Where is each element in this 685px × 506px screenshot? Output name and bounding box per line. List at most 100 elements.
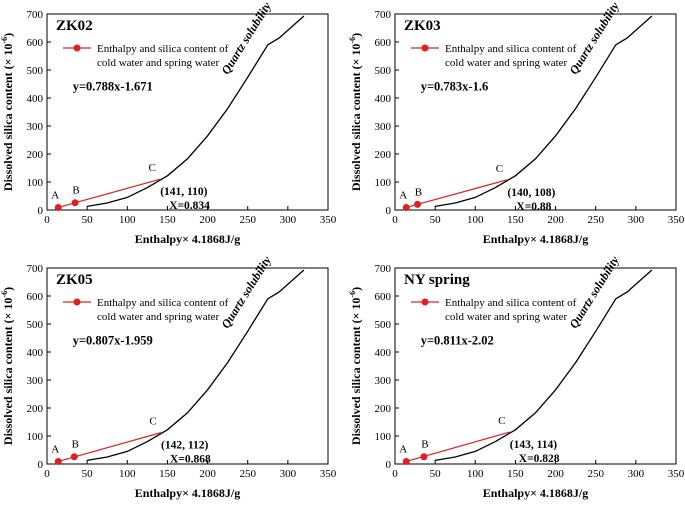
x-tick-label: 350 <box>668 468 685 480</box>
y-tick-label: 0 <box>386 459 392 471</box>
mixing-ratio-label: X=0.88 <box>516 201 551 213</box>
x-tick-label: 250 <box>587 214 604 226</box>
y-tick-label: 100 <box>27 177 44 189</box>
chart-panel-1: 0 50 100 150 200 250 300 350 0 100 200 300 400 500 600… <box>0 0 337 246</box>
x-tick-label: 300 <box>628 468 645 480</box>
y-tick-label: 300 <box>27 375 44 387</box>
x-tick-label: 100 <box>467 468 484 480</box>
x-tick-label: 250 <box>587 468 604 480</box>
x-axis-label: Enthalpy× 4.1868J/g <box>483 486 589 500</box>
legend-label-line1: Enthalpy and silica content of <box>445 43 577 55</box>
quartz-solubility-label: Quartz solubility <box>218 0 274 77</box>
mixing-ratio-label: X=0.834 <box>169 200 210 212</box>
x-tick-label: 0 <box>392 214 398 226</box>
quartz-solubility-label: Quartz solubility <box>566 253 622 331</box>
y-tick-label: 700 <box>375 9 392 21</box>
legend-label-line2: cold water and spring water <box>445 311 568 323</box>
point-label-c: C <box>149 416 156 428</box>
x-tick-label: 150 <box>159 214 176 226</box>
y-axis-label-end: ) <box>1 287 15 291</box>
y-tick-label: 100 <box>375 431 392 443</box>
x-tick-label: 200 <box>199 468 216 480</box>
x-tick-label: 50 <box>430 214 442 226</box>
y-tick-label: 500 <box>375 65 392 77</box>
x-tick-label: 150 <box>507 468 524 480</box>
legend-marker <box>421 44 429 52</box>
y-axis-label-main: Dissolved silica content (× 10 <box>1 298 15 446</box>
point-label-b: B <box>415 186 422 198</box>
point-label-a: A <box>399 443 407 455</box>
point-label-b: B <box>421 439 428 451</box>
mixing-line <box>406 179 508 209</box>
y-tick-label: 700 <box>27 263 44 275</box>
quartz-solubility-label: Quartz solubility <box>218 253 274 331</box>
y-axis-label-end: ) <box>349 33 363 37</box>
y-tick-label: 200 <box>27 403 44 415</box>
chart-panel-3: 0 50 100 150 200 250 300 350 0 100 200 300 400 500 600… <box>0 253 337 500</box>
panel-title: ZK02 <box>56 18 93 34</box>
intersection-label: (141, 110) <box>160 186 207 198</box>
mixing-point-b <box>71 199 79 207</box>
legend-marker <box>421 298 429 306</box>
x-tick-label: 100 <box>119 468 136 480</box>
mixing-point-a <box>402 457 410 465</box>
y-axis-label-exponent: -6 <box>348 291 357 298</box>
y-tick-label: 300 <box>375 121 392 133</box>
y-axis-label-exponent: -6 <box>0 37 9 44</box>
x-tick-label: 350 <box>320 468 337 480</box>
x-tick-label: 50 <box>82 214 94 226</box>
y-axis-label-end: ) <box>1 33 15 37</box>
mixing-point-a <box>54 203 62 211</box>
regression-equation: y=0.788x-1.671 <box>73 79 153 93</box>
y-axis-label: Dissolved silica content (× 10-6) <box>0 33 15 191</box>
quartz-solubility-curve <box>86 269 305 462</box>
panel-title: NY spring <box>404 272 470 288</box>
x-tick-label: 300 <box>280 468 297 480</box>
x-tick-label: 300 <box>628 214 645 226</box>
y-axis-label-main: Dissolved silica content (× 10 <box>1 44 15 192</box>
legend-marker <box>73 44 81 52</box>
y-tick-label: 400 <box>375 347 392 359</box>
plot-frame <box>46 13 329 211</box>
y-tick-label: 400 <box>27 347 44 359</box>
mixing-ratio-label: X=0.828 <box>519 453 560 465</box>
y-axis-label-end: ) <box>349 287 363 291</box>
x-axis-label: Enthalpy× 4.1868J/g <box>135 486 241 500</box>
legend-label-line2: cold water and spring water <box>97 57 220 69</box>
x-axis-label: Enthalpy× 4.1868J/g <box>135 232 241 246</box>
point-label-a: A <box>51 189 59 201</box>
regression-equation: y=0.783x-1.6 <box>421 79 489 93</box>
plot-frame <box>394 13 677 211</box>
x-tick-label: 200 <box>547 214 564 226</box>
x-tick-label: 100 <box>119 214 136 226</box>
x-axis-label: Enthalpy× 4.1868J/g <box>483 232 589 246</box>
legend-marker <box>73 298 81 306</box>
quartz-solubility-curve <box>434 15 653 208</box>
y-tick-label: 500 <box>27 65 44 77</box>
y-tick-label: 600 <box>27 37 44 49</box>
intersection-label: (143, 114) <box>510 439 557 451</box>
legend-label-line2: cold water and spring water <box>445 57 568 69</box>
intersection-label: (140, 108) <box>507 187 555 199</box>
point-label-c: C <box>496 163 503 175</box>
panel-title: ZK05 <box>56 272 93 288</box>
x-tick-label: 200 <box>199 214 216 226</box>
y-tick-label: 300 <box>27 121 44 133</box>
y-tick-label: 600 <box>375 37 392 49</box>
mixing-point-b <box>70 453 78 461</box>
quartz-solubility-label: Quartz solubility <box>566 0 622 77</box>
y-axis-label-exponent: -6 <box>348 37 357 44</box>
y-axis-label-main: Dissolved silica content (× 10 <box>349 44 363 192</box>
point-label-a: A <box>399 189 407 201</box>
y-tick-label: 200 <box>375 403 392 415</box>
y-tick-label: 500 <box>375 319 392 331</box>
plot-frame <box>46 267 329 465</box>
legend-label-line2: cold water and spring water <box>97 311 220 323</box>
y-axis-label-exponent: -6 <box>0 291 9 298</box>
x-tick-label: 150 <box>507 214 524 226</box>
y-tick-label: 0 <box>38 205 44 217</box>
mixing-point-b <box>420 453 428 461</box>
x-tick-label: 100 <box>467 214 484 226</box>
point-label-a: A <box>51 443 59 455</box>
plot-frame <box>394 267 677 465</box>
